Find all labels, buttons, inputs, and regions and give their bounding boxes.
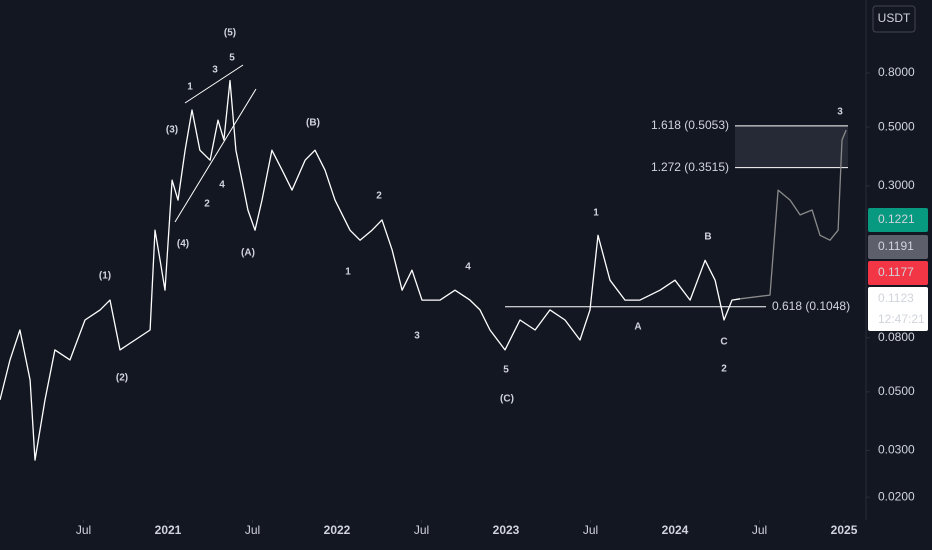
wave-label: 3 [837,107,843,118]
wave-label: 2 [376,191,382,202]
currency: USDT [878,11,911,25]
fib-label: 1.272 (0.3515) [651,160,729,174]
wave-label: 5 [229,53,235,64]
wave-label: 1 [345,267,351,278]
fib-zone [735,125,848,168]
wave-label: 3 [212,65,218,76]
y-tick-label: 0.0200 [878,489,915,503]
wave-label: 2 [721,364,727,375]
wave-label: 2 [204,199,210,210]
x-tick-label: 2024 [662,523,689,537]
wave-label: (A) [241,248,255,259]
wave-label: (3) [166,125,178,136]
price-line [0,79,741,461]
x-tick-label: 2023 [493,523,520,537]
x-tick-label: Jul [76,523,91,537]
wave-label: (1) [99,271,111,282]
fib-label: 1.618 (0.5053) [651,118,729,132]
price-label-box [868,208,928,232]
x-tick-label: Jul [245,523,260,537]
x-tick-label: 2021 [155,523,182,537]
x-tick-label: Jul [583,523,598,537]
x-tick-label: 2025 [831,523,858,537]
price-label: 0.1123 [878,291,914,305]
wave-label: (2) [116,373,128,384]
wave-label: A [634,322,641,333]
wave-label: 1 [593,208,599,219]
wave-label: (B) [306,118,320,129]
price-label-box [868,261,928,285]
y-tick-label: 0.5000 [878,119,915,133]
wave-label: 1 [187,82,193,93]
wave-label: 3 [414,331,420,342]
x-tick-label: 2022 [324,523,351,537]
fib-label: 0.618 (0.1048) [772,299,850,313]
wave-label: C [720,337,727,348]
price-label: 0.1221 [878,212,915,226]
price-label-box [868,235,928,259]
y-tick-label: 0.0300 [878,443,915,457]
countdown: 12:47:21 [878,312,925,326]
wave-label: B [704,232,711,243]
wave-label: (5) [224,28,236,39]
price-line [740,129,847,300]
y-tick-label: 0.0800 [878,330,915,344]
x-tick-label: Jul [414,523,429,537]
wave-label: (4) [177,239,189,250]
price-label: 0.1191 [878,239,914,253]
wave-label: 4 [465,262,471,273]
price-label: 0.1177 [878,265,914,279]
wave-label: 5 [503,365,509,376]
wave-label: (C) [500,394,514,405]
trendline [184,64,244,104]
y-tick-label: 0.3000 [878,178,915,192]
trendline [174,88,257,223]
y-tick-label: 0.8000 [878,65,915,79]
y-tick-label: 0.0500 [878,384,915,398]
wave-label: 4 [219,180,225,191]
price-label-box [868,287,928,331]
currency-box[interactable] [872,5,916,33]
x-tick-label: Jul [752,523,767,537]
